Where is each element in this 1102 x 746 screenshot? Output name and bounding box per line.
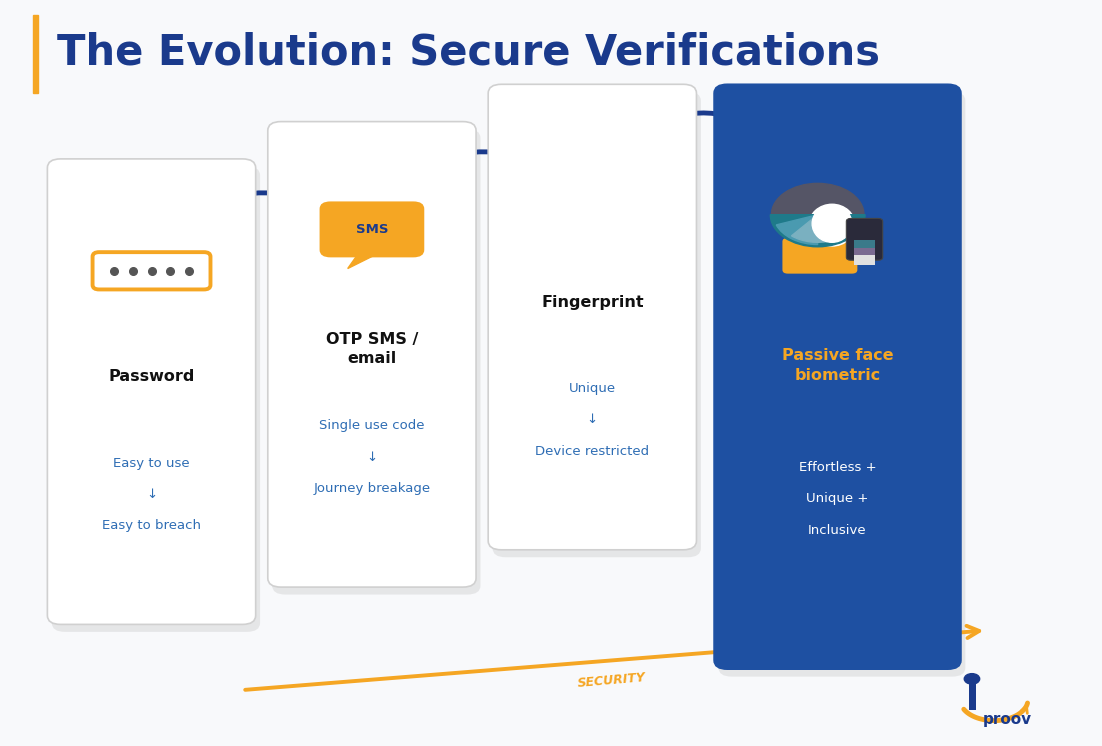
Text: Unique: Unique xyxy=(569,382,616,395)
FancyBboxPatch shape xyxy=(93,252,210,289)
Text: proov: proov xyxy=(983,712,1033,727)
FancyBboxPatch shape xyxy=(719,92,965,677)
Text: SECURITY: SECURITY xyxy=(577,671,646,690)
FancyBboxPatch shape xyxy=(268,122,476,587)
FancyBboxPatch shape xyxy=(714,84,961,669)
Text: Effortless +: Effortless + xyxy=(799,461,876,474)
Bar xyxy=(33,15,37,93)
Text: Journey breakage: Journey breakage xyxy=(313,482,431,495)
FancyBboxPatch shape xyxy=(272,129,480,595)
Text: ↓: ↓ xyxy=(366,451,378,464)
Ellipse shape xyxy=(809,204,855,246)
Text: The Evolution: Secure Verifications: The Evolution: Secure Verifications xyxy=(57,31,880,73)
Ellipse shape xyxy=(812,205,852,242)
Text: Fingerprint: Fingerprint xyxy=(541,295,644,310)
FancyBboxPatch shape xyxy=(488,84,696,550)
Wedge shape xyxy=(770,215,865,247)
Circle shape xyxy=(964,674,980,684)
Bar xyxy=(854,240,875,250)
Bar xyxy=(969,683,976,710)
Text: Single use code: Single use code xyxy=(320,419,424,433)
Wedge shape xyxy=(791,215,832,242)
Circle shape xyxy=(771,184,864,246)
Text: ↓: ↓ xyxy=(586,413,598,427)
FancyBboxPatch shape xyxy=(782,238,857,274)
Text: Unique +: Unique + xyxy=(807,492,868,505)
Wedge shape xyxy=(776,215,818,245)
Text: Device restricted: Device restricted xyxy=(536,445,649,458)
FancyBboxPatch shape xyxy=(846,219,883,260)
FancyBboxPatch shape xyxy=(47,159,256,624)
Polygon shape xyxy=(347,250,386,269)
Text: ↓: ↓ xyxy=(145,488,158,501)
Text: Easy to use: Easy to use xyxy=(114,457,190,470)
Text: Password: Password xyxy=(108,369,195,384)
Bar xyxy=(854,255,875,265)
Text: OTP SMS /
email: OTP SMS / email xyxy=(326,332,418,366)
Text: Inclusive: Inclusive xyxy=(808,524,867,536)
FancyBboxPatch shape xyxy=(320,201,424,257)
FancyBboxPatch shape xyxy=(52,166,260,632)
Bar xyxy=(854,248,875,257)
Text: Passive face
biometric: Passive face biometric xyxy=(781,348,894,383)
FancyBboxPatch shape xyxy=(493,92,701,557)
Text: SMS: SMS xyxy=(356,223,388,236)
Text: Easy to breach: Easy to breach xyxy=(102,519,201,533)
